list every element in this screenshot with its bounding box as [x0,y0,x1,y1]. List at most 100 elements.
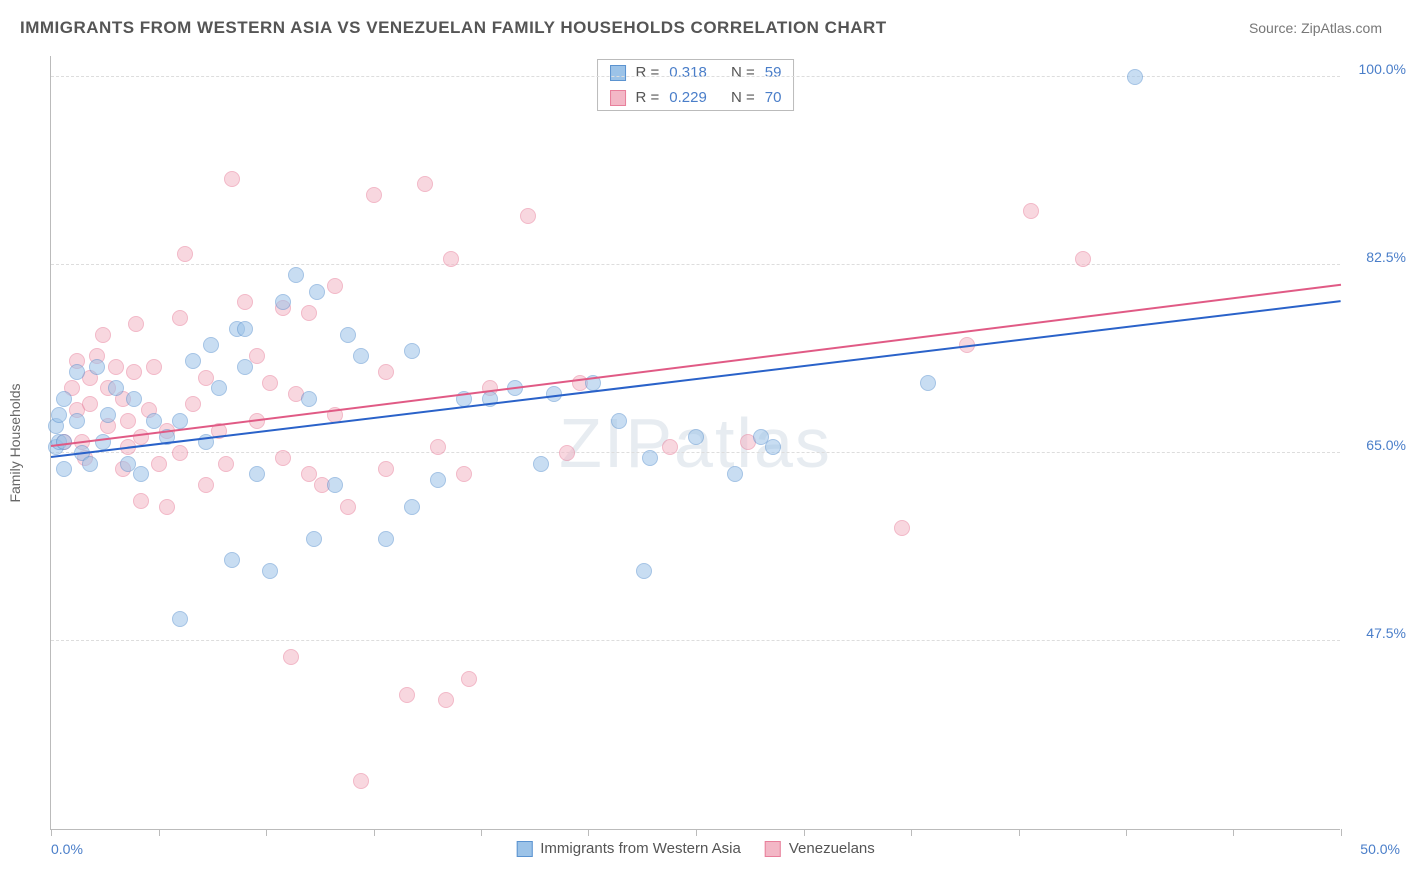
data-point [404,499,420,515]
data-point [224,171,240,187]
data-point [378,531,394,547]
data-point [438,692,454,708]
data-point [417,176,433,192]
x-axis-max-label: 50.0% [1360,841,1400,857]
data-point [533,456,549,472]
data-point [662,439,678,455]
r-label: R = [636,89,660,106]
y-axis-title: Family Households [7,383,23,502]
chart-title: IMMIGRANTS FROM WESTERN ASIA VS VENEZUEL… [20,18,887,38]
data-point [443,251,459,267]
swatch-bottom-0 [516,841,532,857]
r-value-1: 0.229 [669,89,707,106]
data-point [100,407,116,423]
data-point [56,461,72,477]
data-point [636,563,652,579]
data-point [353,773,369,789]
data-point [288,267,304,283]
y-tick-label: 100.0% [1346,61,1406,77]
data-point [611,413,627,429]
data-point [1075,251,1091,267]
data-point [146,413,162,429]
n-value-0: 59 [765,64,782,81]
legend-item-0: Immigrants from Western Asia [516,840,741,857]
data-point [340,499,356,515]
y-tick-label: 47.5% [1346,625,1406,641]
data-point [185,353,201,369]
data-point [727,466,743,482]
plot-area: Family Households ZIPatlas R = 0.318 N =… [50,56,1340,830]
legend-item-1: Venezuelans [765,840,875,857]
data-point [198,477,214,493]
x-tick [266,829,267,836]
data-point [133,493,149,509]
n-label: N = [731,89,755,106]
gridline [51,76,1340,77]
data-point [559,445,575,461]
data-point [461,671,477,687]
legend-label-1: Venezuelans [789,840,875,857]
data-point [404,343,420,359]
data-point [82,456,98,472]
legend-row-series-0: R = 0.318 N = 59 [598,60,794,85]
data-point [211,380,227,396]
data-point [283,649,299,665]
data-point [126,391,142,407]
data-point [172,413,188,429]
data-point [95,327,111,343]
gridline [51,640,1340,641]
x-tick [696,829,697,836]
data-point [82,396,98,412]
data-point [353,348,369,364]
source-label: Source: ZipAtlas.com [1249,20,1382,36]
series-legend: Immigrants from Western Asia Venezuelans [516,840,875,857]
x-tick [911,829,912,836]
data-point [108,380,124,396]
data-point [306,531,322,547]
data-point [172,445,188,461]
correlation-legend: R = 0.318 N = 59 R = 0.229 N = 70 [597,59,795,111]
data-point [203,337,219,353]
data-point [237,321,253,337]
gridline [51,452,1340,453]
data-point [1127,69,1143,85]
y-tick-label: 65.0% [1346,437,1406,453]
data-point [430,439,446,455]
x-tick [1126,829,1127,836]
swatch-series-1 [610,90,626,106]
data-point [146,359,162,375]
data-point [894,520,910,536]
data-point [69,413,85,429]
n-label: N = [731,64,755,81]
x-axis-min-label: 0.0% [51,841,83,857]
data-point [642,450,658,466]
data-point [133,429,149,445]
n-value-1: 70 [765,89,782,106]
x-tick [51,829,52,836]
data-point [133,466,149,482]
x-tick [804,829,805,836]
data-point [95,434,111,450]
data-point [51,407,67,423]
legend-row-series-1: R = 0.229 N = 70 [598,85,794,110]
data-point [765,439,781,455]
y-tick-label: 82.5% [1346,249,1406,265]
gridline [51,264,1340,265]
data-point [89,359,105,375]
data-point [108,359,124,375]
data-point [262,375,278,391]
data-point [920,375,936,391]
r-value-0: 0.318 [669,64,707,81]
x-tick [374,829,375,836]
swatch-bottom-1 [765,841,781,857]
data-point [688,429,704,445]
data-point [262,563,278,579]
r-label: R = [636,64,660,81]
data-point [366,187,382,203]
data-point [126,364,142,380]
data-point [456,466,472,482]
legend-label-0: Immigrants from Western Asia [540,840,741,857]
swatch-series-0 [610,65,626,81]
data-point [275,450,291,466]
data-point [56,391,72,407]
